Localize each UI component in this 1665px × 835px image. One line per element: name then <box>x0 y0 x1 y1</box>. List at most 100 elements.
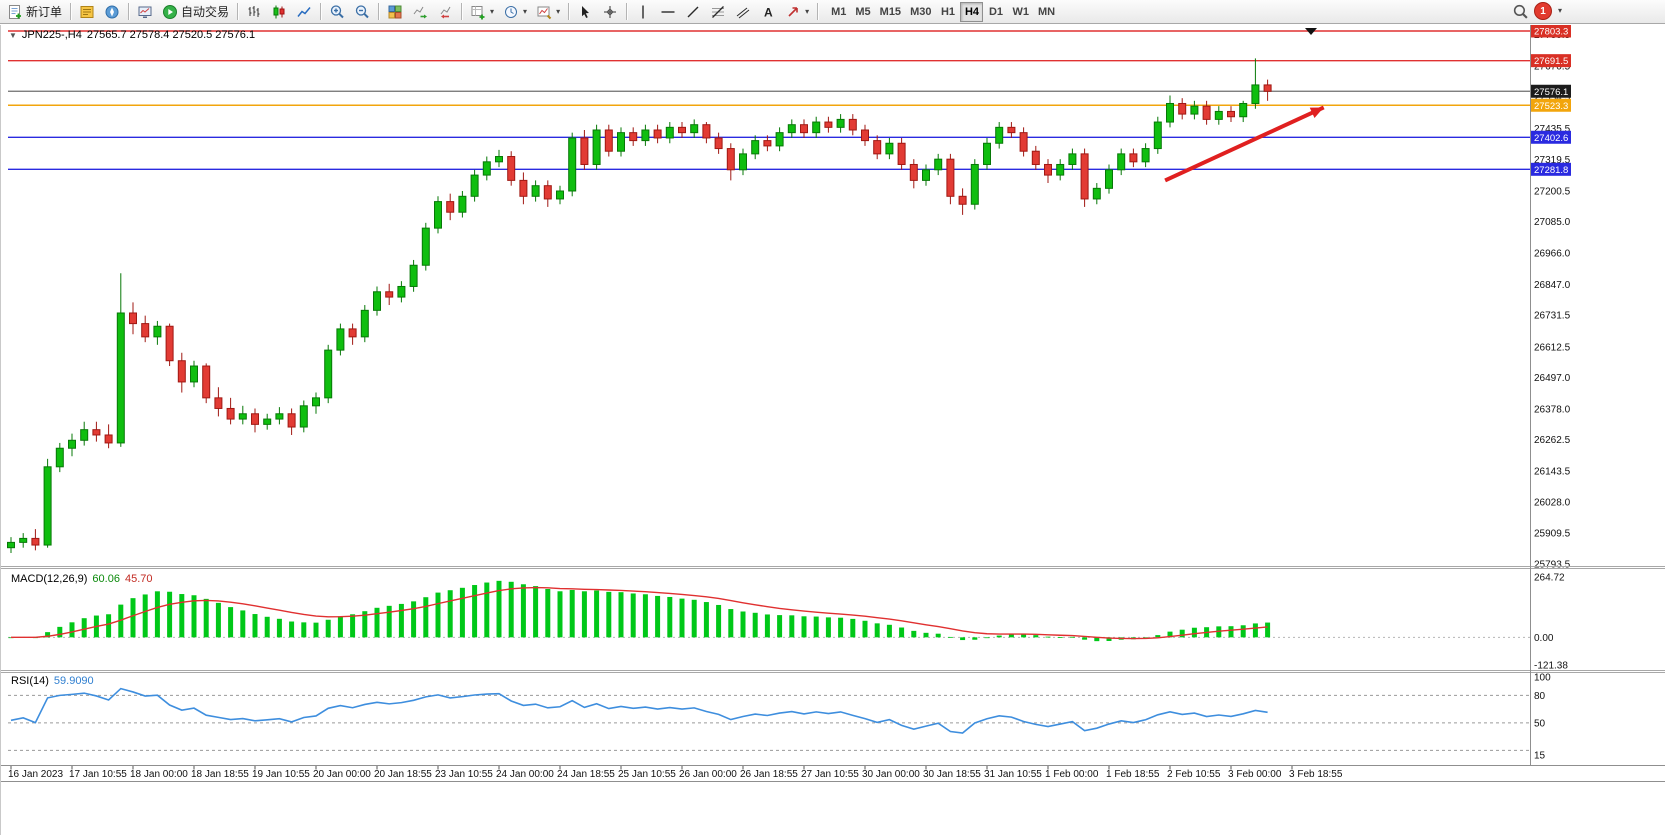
price-badge-27281.8: 27281.8 <box>1531 162 1571 176</box>
timeframe-W1[interactable]: W1 <box>1008 2 1033 22</box>
cursor-icon <box>582 5 590 18</box>
svg-text:264.72: 264.72 <box>1534 573 1565 584</box>
timeframe-M30[interactable]: M30 <box>906 2 935 22</box>
svg-text:26966.0: 26966.0 <box>1534 249 1571 260</box>
main-toolbar: 新订单 自动交易 <box>0 0 1665 24</box>
toolbar-right-group: 1 ▾ <box>1512 2 1562 20</box>
toolbar-separator <box>817 3 819 20</box>
market-watch-button[interactable] <box>75 1 99 23</box>
macd-indicator-label: MACD(12,26,9) 60.06 45.70 <box>11 573 152 585</box>
collapse-chart-icon[interactable]: ▼ <box>9 30 17 40</box>
templates-button[interactable]: ▾ <box>532 1 564 23</box>
notification-badge[interactable]: 1 <box>1534 2 1552 20</box>
timeframe-M15[interactable]: M15 <box>876 2 905 22</box>
svg-text:27200.5: 27200.5 <box>1534 186 1571 197</box>
svg-text:26497.0: 26497.0 <box>1534 373 1571 384</box>
autotrading-button[interactable]: 自动交易 <box>158 1 233 23</box>
svg-text:0.00: 0.00 <box>1534 633 1554 644</box>
toolbar-separator <box>320 3 322 20</box>
svg-text:27281.8: 27281.8 <box>1534 165 1568 176</box>
svg-text:15: 15 <box>1534 751 1546 762</box>
trendline-icon <box>687 6 699 17</box>
zoom-out-button[interactable] <box>350 1 374 23</box>
trend-arrow[interactable] <box>1164 105 1325 183</box>
chevron-down-icon: ▾ <box>556 6 561 16</box>
vertical-line-tool-button[interactable] <box>631 1 655 23</box>
svg-text:A: A <box>764 5 773 19</box>
line-chart-button[interactable] <box>292 1 316 23</box>
candlestick-chart-button[interactable] <box>267 1 291 23</box>
arrow-object-icon <box>788 6 798 17</box>
zoom-in-button[interactable] <box>325 1 349 23</box>
rsi-panel: 100 80 50 15 <box>8 673 1551 762</box>
periods-button[interactable]: ▾ <box>499 1 531 23</box>
chart-canvas[interactable]: 27789.527670.527554.527435.527319.527200… <box>1 25 1665 835</box>
timeframe-H4[interactable]: H4 <box>960 1 984 22</box>
crosshair-icon <box>604 5 617 18</box>
chart-shift-button[interactable] <box>433 1 457 23</box>
svg-text:18 Jan 18:55: 18 Jan 18:55 <box>191 769 249 780</box>
search-icon[interactable] <box>1512 3 1529 20</box>
arrows-tool-button[interactable]: ▾ <box>781 1 813 23</box>
toolbar-separator <box>626 3 628 20</box>
svg-text:27319.5: 27319.5 <box>1534 155 1571 166</box>
svg-text:19 Jan 10:55: 19 Jan 10:55 <box>252 769 310 780</box>
cursor-button[interactable] <box>573 1 597 23</box>
autotrading-icon <box>163 4 178 19</box>
new-chart-button[interactable]: ▾ <box>466 1 498 23</box>
svg-text:-121.38: -121.38 <box>1534 661 1568 672</box>
timeframe-M5[interactable]: M5 <box>851 2 874 22</box>
trendline-tool-button[interactable] <box>681 1 705 23</box>
fibonacci-tool-button[interactable] <box>706 1 730 23</box>
svg-text:26143.5: 26143.5 <box>1534 467 1571 478</box>
timeframe-M1[interactable]: M1 <box>827 2 850 22</box>
price-axis[interactable]: 27789.527670.527554.527435.527319.527200… <box>1534 30 1571 570</box>
svg-text:80: 80 <box>1534 691 1546 702</box>
svg-text:1 Feb 00:00: 1 Feb 00:00 <box>1045 769 1099 780</box>
timeframe-H1[interactable]: H1 <box>936 2 959 22</box>
svg-text:27576.1: 27576.1 <box>1534 87 1568 98</box>
svg-text:26612.5: 26612.5 <box>1534 342 1571 353</box>
timeframe-D1[interactable]: D1 <box>984 2 1007 22</box>
timeframe-MN[interactable]: MN <box>1034 2 1059 22</box>
crosshair-button[interactable] <box>598 1 622 23</box>
svg-text:26 Jan 18:55: 26 Jan 18:55 <box>740 769 798 780</box>
toolbar-separator <box>461 3 463 20</box>
svg-text:26378.0: 26378.0 <box>1534 404 1571 415</box>
svg-text:30 Jan 00:00: 30 Jan 00:00 <box>862 769 920 780</box>
chevron-down-icon: ▾ <box>805 6 810 16</box>
time-axis[interactable]: 16 Jan 2023 17 Jan 10:55 18 Jan 00:00 18 Ja… <box>8 765 1343 781</box>
fibonacci-icon <box>712 5 725 18</box>
bar-chart-button[interactable] <box>242 1 266 23</box>
svg-text:27803.3: 27803.3 <box>1534 27 1568 38</box>
horizontal-line-objects[interactable] <box>8 30 1530 171</box>
tile-windows-button[interactable] <box>383 1 407 23</box>
candlestick-series <box>7 58 1272 553</box>
svg-text:16 Jan 2023: 16 Jan 2023 <box>8 769 63 780</box>
toolbar-separator <box>128 3 130 20</box>
svg-text:27435.5: 27435.5 <box>1534 124 1571 135</box>
new-order-button[interactable]: 新订单 <box>3 1 66 23</box>
vertical-line-icon <box>642 5 644 18</box>
navigator-button[interactable] <box>100 1 124 23</box>
toolbar-separator <box>70 3 72 20</box>
new-order-icon <box>9 4 21 19</box>
zoom-in-icon <box>330 4 344 18</box>
chart-background <box>1 25 1665 835</box>
timeframe-group: M1 M5 M15 M30 H1 H4 D1 W1 MN <box>827 1 1059 22</box>
svg-text:20 Jan 18:55: 20 Jan 18:55 <box>374 769 432 780</box>
auto-scroll-button[interactable] <box>408 1 432 23</box>
top-marker-icon[interactable] <box>1305 28 1317 35</box>
svg-text:27402.6: 27402.6 <box>1534 133 1568 144</box>
chart-window: 27789.527670.527554.527435.527319.527200… <box>0 25 1665 835</box>
channel-tool-button[interactable] <box>731 1 755 23</box>
svg-text:27554.5: 27554.5 <box>1534 92 1571 103</box>
terminal-button[interactable] <box>133 1 157 23</box>
chart-symbol-period: JPN225-,H4 <box>21 29 82 41</box>
toolbar-separator <box>378 3 380 20</box>
market-watch-icon <box>80 5 94 18</box>
text-tool-button[interactable]: A <box>756 1 780 23</box>
svg-text:31 Jan 10:55: 31 Jan 10:55 <box>984 769 1042 780</box>
svg-text:2 Feb 10:55: 2 Feb 10:55 <box>1167 769 1221 780</box>
horizontal-line-tool-button[interactable] <box>656 1 680 23</box>
